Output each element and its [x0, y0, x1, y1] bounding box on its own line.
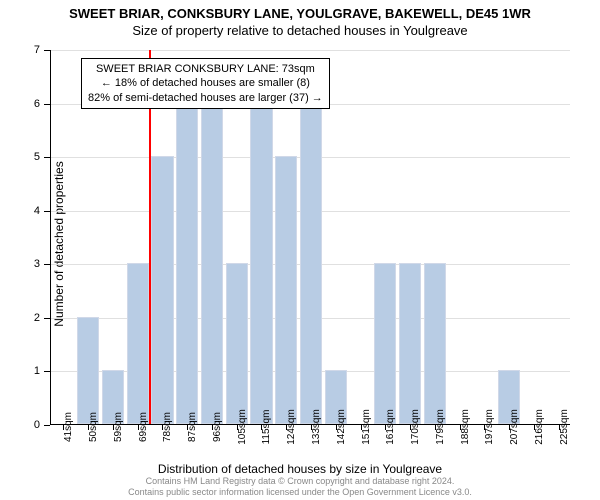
x-tick-label: 78sqm	[162, 412, 173, 442]
y-tick-label: 0	[34, 419, 40, 431]
x-tick-label: 105sqm	[237, 409, 248, 445]
annotation-line2: ← 18% of detached houses are smaller (8)	[88, 76, 323, 90]
x-tick-label: 59sqm	[113, 412, 124, 442]
x-tick-label: 87sqm	[187, 412, 198, 442]
x-tick-label: 207sqm	[509, 409, 520, 445]
footer-line2: Contains public sector information licen…	[0, 487, 600, 498]
histogram-bar	[300, 103, 322, 424]
histogram-bar	[151, 156, 173, 424]
y-tick-label: 3	[34, 258, 40, 270]
x-tick-label: 115sqm	[261, 410, 272, 445]
x-tick-label: 179sqm	[435, 409, 446, 445]
x-tick-label: 161sqm	[385, 409, 396, 445]
histogram-bar	[374, 263, 396, 424]
x-tick-label: 197sqm	[484, 409, 495, 445]
x-tick-label: 216sqm	[534, 409, 545, 445]
y-tick-label: 4	[34, 205, 40, 217]
x-tick-label: 96sqm	[212, 412, 223, 442]
x-axis-label: Distribution of detached houses by size …	[0, 462, 600, 476]
footer-line1: Contains HM Land Registry data © Crown c…	[0, 476, 600, 487]
x-tick-label: 188sqm	[460, 409, 471, 445]
x-tick-label: 151sqm	[361, 409, 372, 445]
x-tick-label: 142sqm	[336, 409, 347, 445]
x-tick-label: 69sqm	[138, 412, 149, 442]
histogram-bar	[176, 103, 198, 424]
x-tick-label: 225sqm	[559, 409, 570, 445]
y-tick-label: 6	[34, 98, 40, 110]
histogram-bar	[127, 263, 149, 424]
x-tick-label: 133sqm	[311, 409, 322, 445]
histogram-bar	[201, 103, 223, 424]
y-tick-label: 5	[34, 151, 40, 163]
chart-title-sub: Size of property relative to detached ho…	[0, 21, 600, 38]
annotation-line1: SWEET BRIAR CONKSBURY LANE: 73sqm	[88, 62, 323, 76]
histogram-bar	[226, 263, 248, 424]
histogram-bar	[399, 263, 421, 424]
y-tick-label: 7	[34, 44, 40, 56]
y-tick-label: 1	[34, 365, 40, 377]
x-tick-label: 170sqm	[410, 409, 421, 445]
histogram-bar	[275, 156, 297, 424]
chart-title-main: SWEET BRIAR, CONKSBURY LANE, YOULGRAVE, …	[0, 0, 600, 21]
histogram-bar	[250, 103, 272, 424]
histogram-bar	[77, 317, 99, 424]
histogram-plot-area: Number of detached properties 41sqm50sqm…	[50, 50, 570, 425]
y-tick-label: 2	[34, 312, 40, 324]
annotation-box: SWEET BRIAR CONKSBURY LANE: 73sqm ← 18% …	[81, 58, 330, 109]
annotation-line3: 82% of semi-detached houses are larger (…	[88, 91, 323, 105]
x-tick-label: 124sqm	[286, 409, 297, 445]
footer-attribution: Contains HM Land Registry data © Crown c…	[0, 476, 600, 498]
histogram-bar	[424, 263, 446, 424]
x-tick-label: 41sqm	[63, 412, 74, 442]
x-tick-label: 50sqm	[88, 412, 99, 442]
